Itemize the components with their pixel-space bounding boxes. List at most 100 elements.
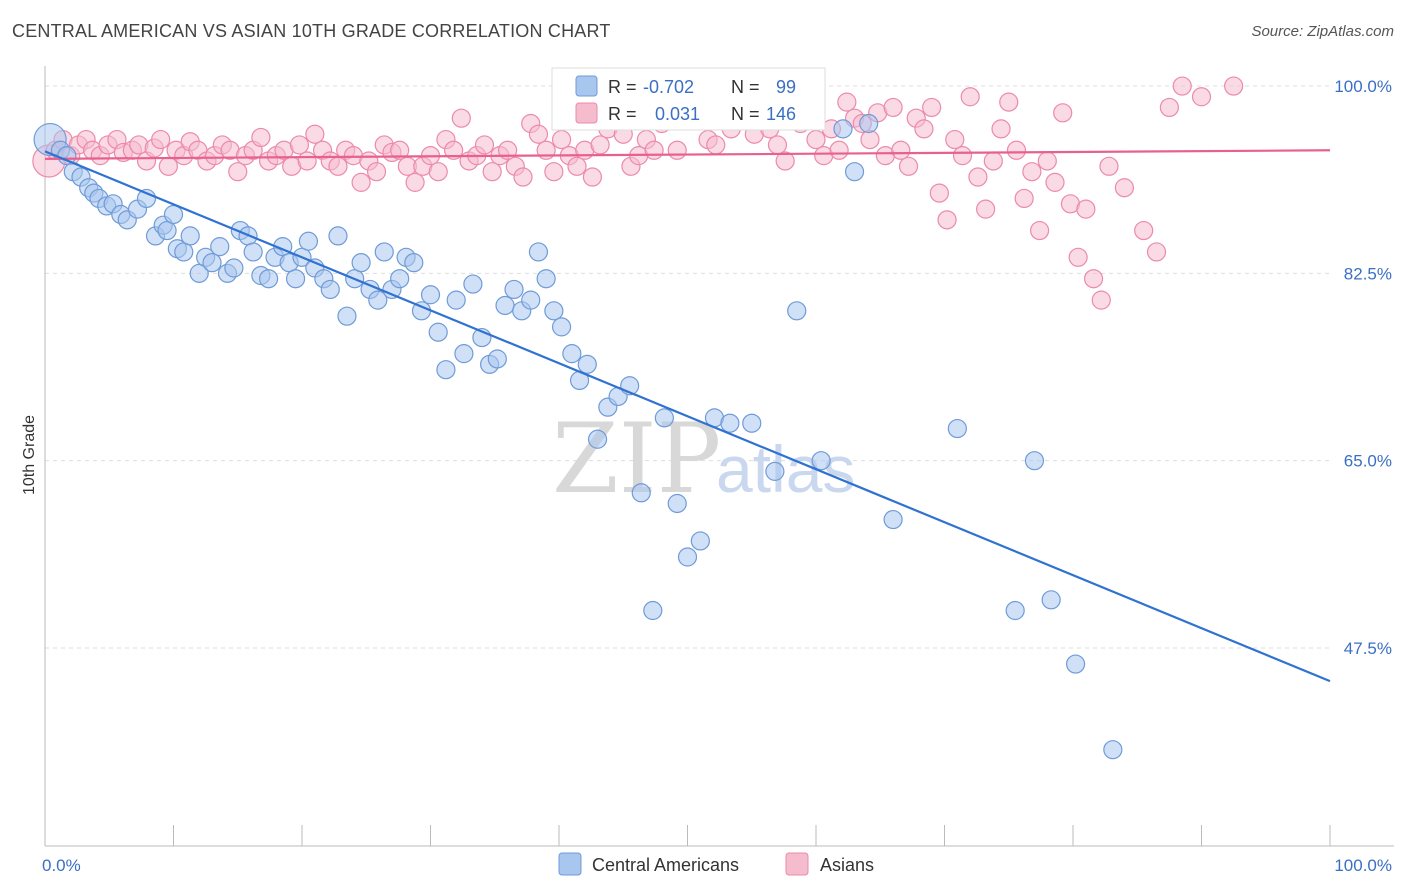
central-americans-point [811, 451, 831, 471]
legend-swatch-blue [575, 75, 598, 97]
legend-n-value-1: 99 [776, 77, 796, 97]
chart-title: CENTRAL AMERICAN VS ASIAN 10TH GRADE COR… [12, 21, 611, 41]
legend-r-value-2: 0.031 [655, 104, 700, 124]
central-americans-point [677, 547, 698, 567]
central-americans-point [210, 237, 230, 257]
central-americans-point [577, 354, 597, 374]
central-americans-point [174, 242, 194, 262]
asians-point [158, 156, 178, 176]
central-americans-point [463, 274, 483, 294]
asians-point [528, 124, 549, 144]
asians-point [1083, 269, 1104, 289]
central-americans-point [224, 258, 244, 278]
central-americans-point [368, 290, 388, 310]
central-americans-point [428, 322, 448, 342]
central-americans-point [446, 290, 466, 310]
asians-point [129, 135, 149, 155]
central-americans-point [544, 301, 564, 321]
asians-point [960, 87, 980, 107]
source-label: Source: ZipAtlas.com [1251, 23, 1394, 40]
legend-r-value-1: -0.702 [643, 77, 694, 97]
asians-point [667, 140, 687, 160]
asians-point [1224, 76, 1244, 96]
asians-point [775, 151, 795, 171]
asians-point [482, 162, 502, 182]
central-americans-point [180, 226, 200, 246]
asians-point [952, 146, 973, 166]
central-americans-point [420, 285, 441, 305]
asians-point [991, 119, 1011, 139]
central-americans-point [643, 600, 663, 621]
legend-n-label-2: N = [731, 104, 760, 124]
central-americans-point [404, 253, 424, 273]
central-americans-point [587, 429, 608, 449]
asians-point [1068, 247, 1088, 267]
asians-point [1037, 151, 1057, 171]
asians-point [922, 97, 942, 118]
central-americans-point [243, 242, 263, 262]
y-tick-label-3: 100.0% [1334, 77, 1392, 96]
legend-swatch-pink [575, 102, 598, 124]
central-americans-point [258, 269, 279, 289]
asians-point [837, 92, 857, 112]
legend-n-label-1: N = [731, 77, 760, 97]
asians-point [1091, 290, 1111, 310]
asians-trend-line [44, 149, 1331, 160]
bottom-legend: Central Americans Asians [558, 852, 874, 876]
central-americans-point [833, 119, 853, 139]
asians-point [297, 151, 317, 171]
central-americans-point [351, 253, 371, 273]
asians-point [644, 140, 664, 160]
asians-point [860, 129, 880, 150]
asians-point [366, 162, 387, 182]
asians-point [1146, 242, 1167, 262]
asians-point [1099, 156, 1119, 176]
asians-point [390, 140, 410, 160]
bottom-legend-swatch-pink [785, 852, 809, 876]
asians-point [1045, 172, 1065, 192]
x-tick-label-0: 0.0% [42, 856, 81, 875]
asians-point [937, 210, 957, 230]
central-americans-point [1024, 451, 1045, 471]
y-tick-label-1: 65.0% [1344, 452, 1392, 471]
asians-point [945, 129, 965, 150]
asians-point [706, 135, 726, 155]
asians-point [1159, 97, 1179, 118]
top-legend: R = -0.702 N = 99 R = 0.031 N = 146 [551, 67, 826, 131]
tick-labels: 47.5% 65.0% 82.5% 100.0% 0.0% 100.0% [42, 77, 1392, 875]
asians-point [999, 92, 1019, 112]
asians-point [289, 135, 310, 155]
central-americans-point [631, 483, 651, 503]
x-tick-label-1: 100.0% [1334, 856, 1392, 875]
asians-point [551, 129, 572, 150]
central-americans-point [157, 220, 177, 241]
legend-r-label-2: R = [608, 104, 637, 124]
central-americans-point [390, 269, 410, 289]
central-americans-point [654, 408, 674, 428]
central-americans-point [436, 360, 456, 380]
central-americans-point [504, 279, 524, 300]
asians-point [451, 108, 471, 128]
bottom-legend-asians: Asians [820, 855, 874, 875]
asians-point [428, 162, 448, 182]
legend-r-label-1: R = [608, 77, 637, 97]
central-americans-point [337, 306, 357, 326]
asians-point [1053, 103, 1073, 123]
asians-point [767, 135, 788, 155]
asians-point [567, 156, 587, 176]
axes [44, 66, 1394, 847]
central-americans-point [328, 226, 348, 246]
central-americans-point [521, 290, 541, 310]
asians-point [228, 162, 248, 182]
central-americans-point [742, 413, 762, 433]
central-americans-point [1103, 740, 1123, 760]
asians-point [151, 129, 171, 150]
central-americans-point [202, 253, 222, 273]
bottom-legend-central-americans: Central Americans [592, 855, 739, 875]
asians-point [1114, 178, 1135, 198]
asians-point [891, 140, 911, 160]
asians-point [1006, 140, 1027, 160]
asians-point [968, 167, 988, 187]
asians-point [328, 156, 348, 176]
central-americans-point [787, 301, 807, 321]
